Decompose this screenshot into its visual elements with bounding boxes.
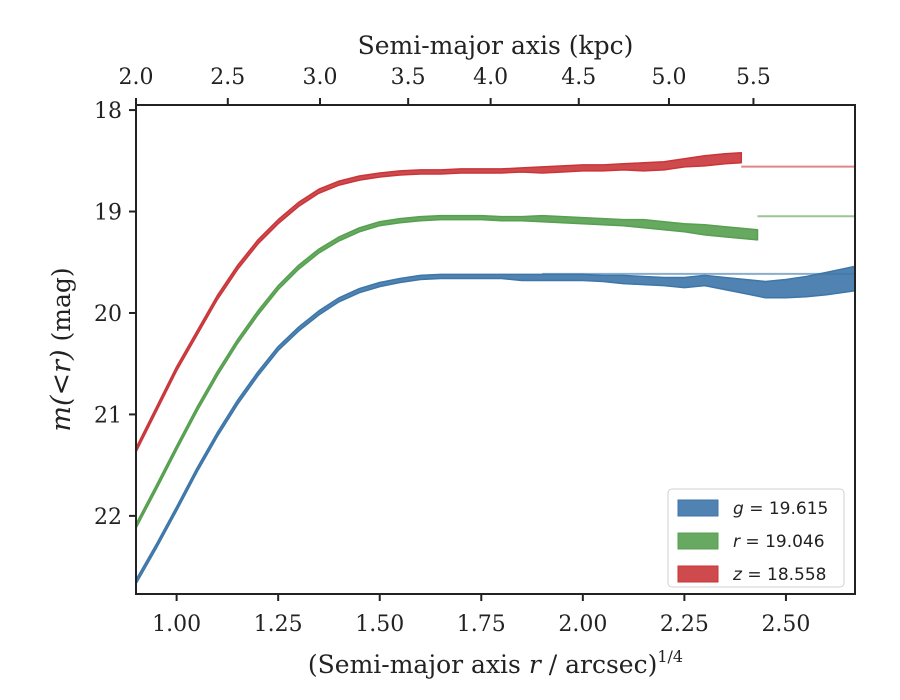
axis-ticks: 1.00 1.25 1.50 1.75 2.00 2.25 2.50 18 19 20 21 22 2.… xyxy=(94,65,810,637)
legend-band-value: 18.558 xyxy=(767,565,826,585)
y-axis-label: m(<r) (mag) xyxy=(46,267,77,431)
plot-frame xyxy=(135,104,856,595)
y-axis-label-unit: (mag) xyxy=(47,267,76,349)
y-tick-label: 22 xyxy=(94,505,122,530)
legend-label-g: g = 19.615 xyxy=(733,499,828,519)
asymptote-lines xyxy=(542,165,855,275)
top-tick-label: 5.5 xyxy=(736,65,771,90)
top-tick-label: 5.0 xyxy=(651,65,686,90)
x-tick-label: 2.50 xyxy=(761,612,810,637)
top-axis-label: Semi-major axis (kpc) xyxy=(358,31,634,60)
x-tick-label: 1.50 xyxy=(355,612,404,637)
legend-swatch-g xyxy=(677,499,719,517)
legend-label-z: z = 18.558 xyxy=(732,565,826,585)
legend-band-value: 19.615 xyxy=(769,499,828,519)
y-tick-label: 18 xyxy=(94,99,122,124)
series-band-r xyxy=(135,214,759,529)
x-tick-label: 1.75 xyxy=(457,612,506,637)
top-tick-label: 4.0 xyxy=(473,65,508,90)
x-axis-label-exponent: 1/4 xyxy=(657,647,683,666)
x-axis-label-main: (Semi-major axis xyxy=(308,650,521,679)
x-axis-label: (Semi-major axis r / arcsec)1/4 xyxy=(308,647,683,679)
legend-swatch-r xyxy=(677,532,719,550)
legend-band-name: z xyxy=(732,565,743,585)
top-tick-label: 3.5 xyxy=(391,65,426,90)
x-tick-label: 2.25 xyxy=(660,612,709,637)
top-tick-label: 3.0 xyxy=(303,65,338,90)
legend-label-r: r = 19.046 xyxy=(733,532,825,552)
x-axis-label-unit: / arcsec) xyxy=(541,650,658,679)
top-tick-label: 2.5 xyxy=(210,65,245,90)
legend-equals: = xyxy=(742,565,767,585)
x-axis-label-var: r xyxy=(529,650,543,679)
y-tick-label: 20 xyxy=(94,302,122,327)
legend-equals: = xyxy=(740,532,765,552)
y-tick-label: 21 xyxy=(94,403,122,428)
legend-band-name: r xyxy=(733,532,741,552)
top-tick-label: 4.5 xyxy=(561,65,596,90)
legend-band-value: 19.046 xyxy=(765,532,824,552)
x-tick-label: 1.25 xyxy=(254,612,303,637)
legend-equals: = xyxy=(744,499,769,519)
legend: g = 19.615 r = 19.046 z = 18.558 xyxy=(667,488,845,588)
x-tick-label: 2.00 xyxy=(558,612,607,637)
top-tick-label: 2.0 xyxy=(119,65,154,90)
legend-swatch-z xyxy=(677,565,719,583)
x-tick-label: 1.00 xyxy=(152,612,201,637)
series-band-z xyxy=(135,151,743,453)
y-tick-label: 19 xyxy=(94,201,122,226)
y-axis-label-main: m(<r) xyxy=(46,349,77,431)
legend-band-name: g xyxy=(733,499,744,519)
